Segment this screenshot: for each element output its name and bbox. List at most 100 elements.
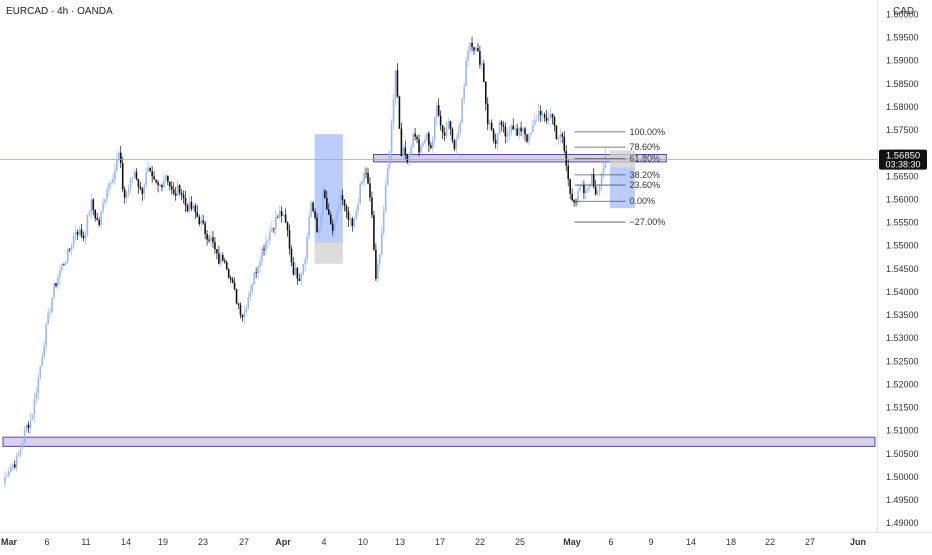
candle-up xyxy=(335,211,338,221)
fib-level-label: 23.60% xyxy=(630,180,661,190)
x-tick-label: 27 xyxy=(239,537,249,547)
candle-up xyxy=(247,297,250,309)
candle-up xyxy=(447,121,450,129)
candle-down xyxy=(184,197,187,206)
candle-down xyxy=(563,136,566,152)
x-tick-label: 10 xyxy=(358,537,368,547)
candle-down xyxy=(418,139,420,153)
candle-down xyxy=(565,151,568,166)
candle-down xyxy=(123,189,126,198)
candle-down xyxy=(512,125,515,130)
candle-down xyxy=(182,194,185,198)
candle-down xyxy=(223,260,226,263)
candle-up xyxy=(382,211,385,234)
x-tick-label: 9 xyxy=(648,537,653,547)
candle-up xyxy=(463,86,465,100)
candle-up xyxy=(220,255,222,264)
candle-down xyxy=(255,272,257,274)
y-tick-label: 1.54000 xyxy=(886,287,919,297)
candle-down xyxy=(314,211,316,218)
candle-up xyxy=(587,187,589,190)
candle-down xyxy=(453,140,456,149)
candle-up xyxy=(402,147,405,157)
candle-down xyxy=(286,222,289,231)
y-tick-label: 1.52500 xyxy=(886,356,919,366)
x-tick-label: Jun xyxy=(850,537,866,547)
candle-up xyxy=(579,186,581,191)
candles-layer xyxy=(4,36,607,489)
candle-up xyxy=(265,241,267,251)
candle-down xyxy=(396,70,399,97)
candle-up xyxy=(90,199,93,214)
candle-up xyxy=(300,273,303,282)
candle-up xyxy=(176,185,179,196)
candle-down xyxy=(516,128,518,136)
candle-up xyxy=(308,216,310,237)
candle-down xyxy=(222,255,224,261)
grey-highlight-box xyxy=(314,241,343,264)
candle-up xyxy=(598,184,601,192)
candle-down xyxy=(573,200,575,203)
candle-down xyxy=(477,48,479,52)
candle-up xyxy=(133,172,136,178)
candle-up xyxy=(86,215,89,234)
candle-up xyxy=(261,248,263,262)
candle-down xyxy=(365,172,367,174)
candle-up xyxy=(408,153,411,162)
candle-down xyxy=(351,218,354,227)
candle-down xyxy=(172,189,175,194)
candle-down xyxy=(68,248,71,250)
candle-down xyxy=(292,262,295,275)
candle-up xyxy=(420,145,422,153)
candle-up xyxy=(106,189,108,200)
candle-up xyxy=(547,118,550,121)
candle-up xyxy=(410,147,412,154)
candle-down xyxy=(449,121,452,129)
y-tick-label: 1.56500 xyxy=(886,171,919,181)
candle-down xyxy=(237,303,240,305)
candle-down xyxy=(169,181,171,187)
candle-down xyxy=(543,114,546,118)
candle-down xyxy=(398,96,401,129)
candle-down xyxy=(326,197,328,210)
candle-down xyxy=(575,202,577,204)
candle-up xyxy=(304,259,307,265)
candle-up xyxy=(604,155,607,169)
candle-down xyxy=(594,186,597,195)
candle-up xyxy=(59,270,61,278)
candle-up xyxy=(147,168,150,172)
candle-down xyxy=(502,124,505,127)
candle-up xyxy=(114,170,116,180)
candle-up xyxy=(534,120,536,125)
x-tick-label: May xyxy=(563,537,581,547)
fib-level-label: 0.00% xyxy=(630,196,656,206)
x-tick-label: 22 xyxy=(475,537,485,547)
candle-up xyxy=(333,220,336,231)
candle-down xyxy=(206,234,208,240)
candle-up xyxy=(253,272,255,285)
candle-down xyxy=(494,140,497,145)
candle-up xyxy=(496,133,499,145)
fib-level-label: −27.00% xyxy=(630,217,666,227)
fib-level-label: 38.20% xyxy=(630,170,661,180)
candle-up xyxy=(602,168,605,174)
x-tick-label: 23 xyxy=(198,537,208,547)
y-tick-label: 1.57500 xyxy=(886,125,919,135)
candle-up xyxy=(72,235,75,246)
candle-down xyxy=(76,232,79,235)
candle-up xyxy=(363,172,365,182)
candle-up xyxy=(302,264,305,274)
fib-level-label: 61.80% xyxy=(630,154,661,164)
candle-down xyxy=(483,63,485,82)
candle-down xyxy=(343,199,346,206)
candle-up xyxy=(559,134,562,138)
candle-up xyxy=(359,183,361,204)
candle-down xyxy=(273,228,275,230)
candle-down xyxy=(500,122,503,125)
candle-down xyxy=(551,113,554,118)
candle-up xyxy=(518,127,520,136)
candle-down xyxy=(241,314,244,318)
y-tick-label: 1.55000 xyxy=(886,241,919,251)
